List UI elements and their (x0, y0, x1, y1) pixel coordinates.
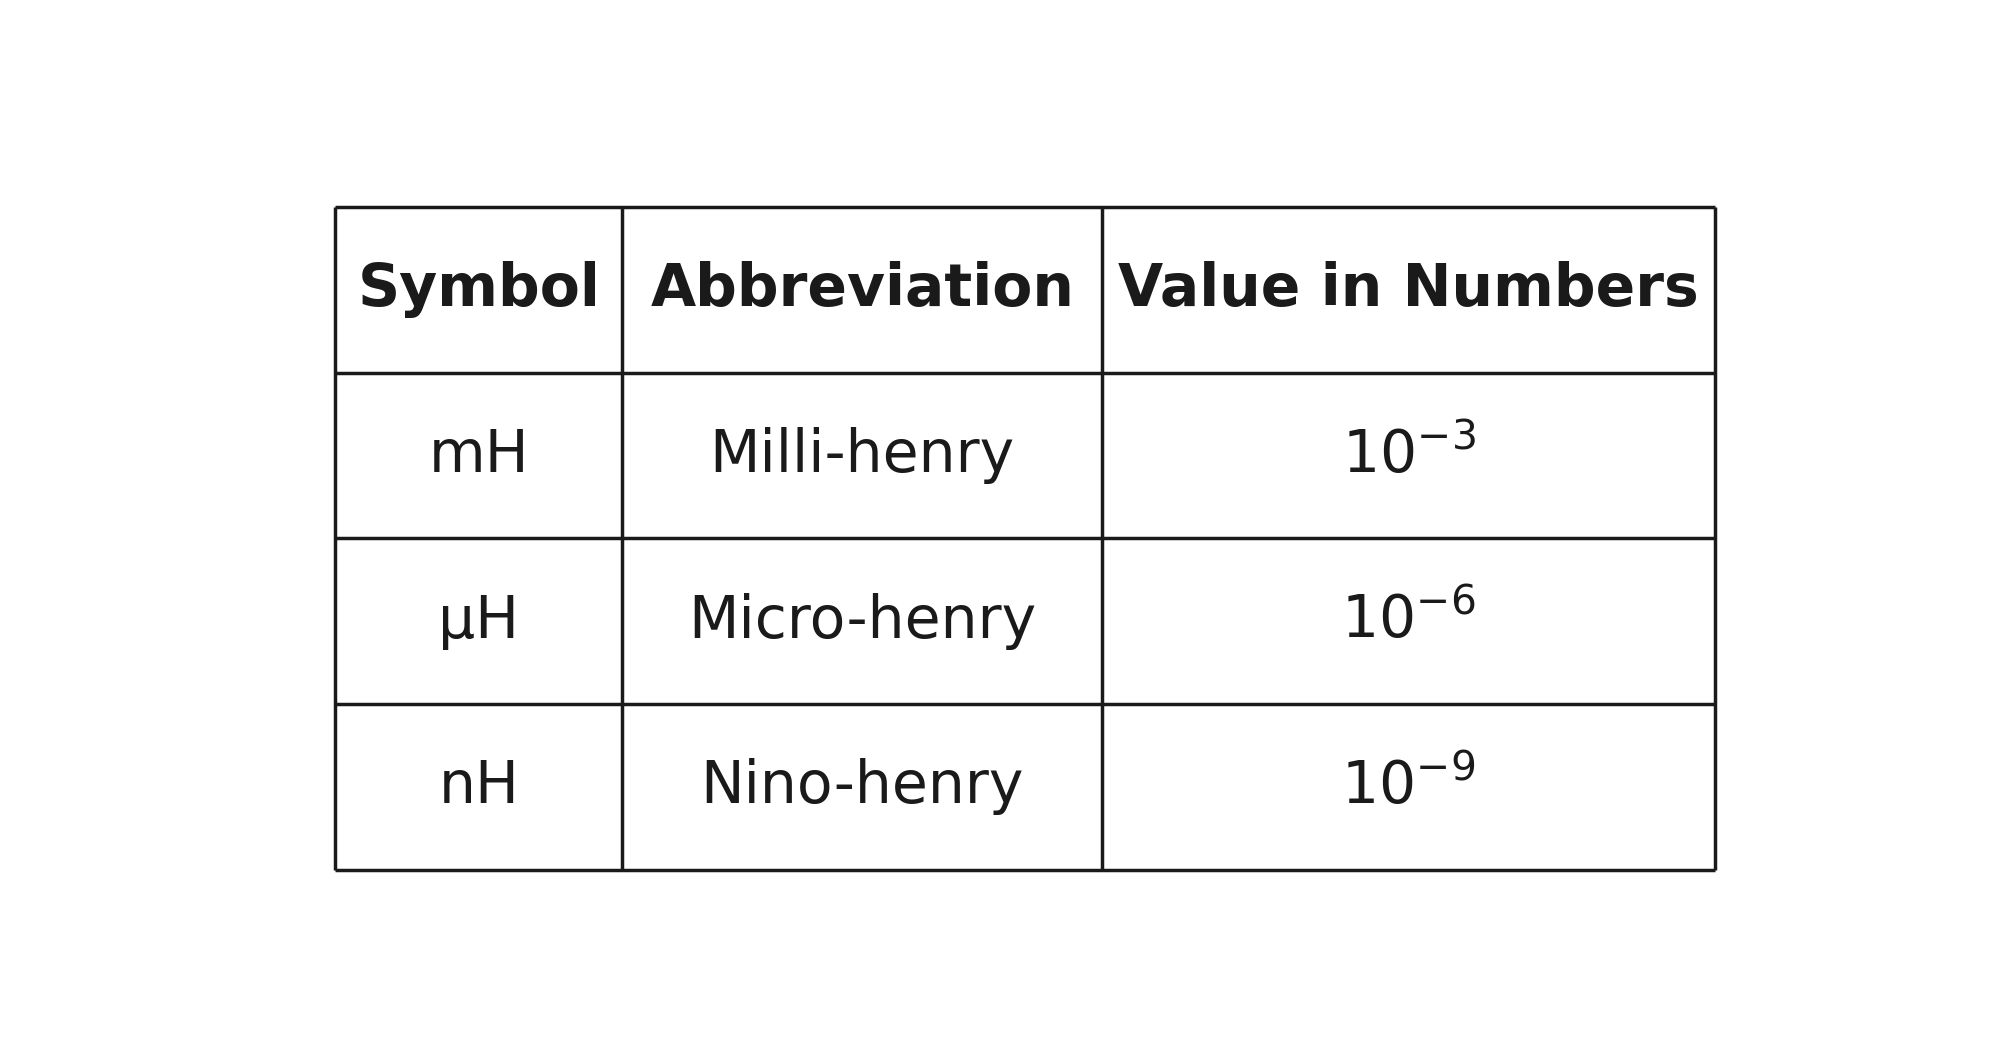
Text: Value in Numbers: Value in Numbers (1118, 261, 1698, 318)
FancyBboxPatch shape (336, 207, 1714, 869)
Text: Symbol: Symbol (358, 261, 600, 318)
Text: Micro-henry: Micro-henry (688, 592, 1036, 650)
Text: nH: nH (438, 758, 520, 816)
Text: μH: μH (438, 592, 520, 650)
Text: $\mathregular{10^{-9}}$: $\mathregular{10^{-9}}$ (1342, 758, 1476, 816)
Text: Nino-henry: Nino-henry (700, 758, 1024, 816)
Text: Abbreviation: Abbreviation (650, 261, 1074, 318)
Text: $\mathregular{10^{-6}}$: $\mathregular{10^{-6}}$ (1342, 592, 1476, 650)
Text: $\mathregular{10^{-3}}$: $\mathregular{10^{-3}}$ (1342, 426, 1476, 484)
Text: mH: mH (428, 427, 530, 484)
Text: Milli-henry: Milli-henry (710, 427, 1014, 484)
